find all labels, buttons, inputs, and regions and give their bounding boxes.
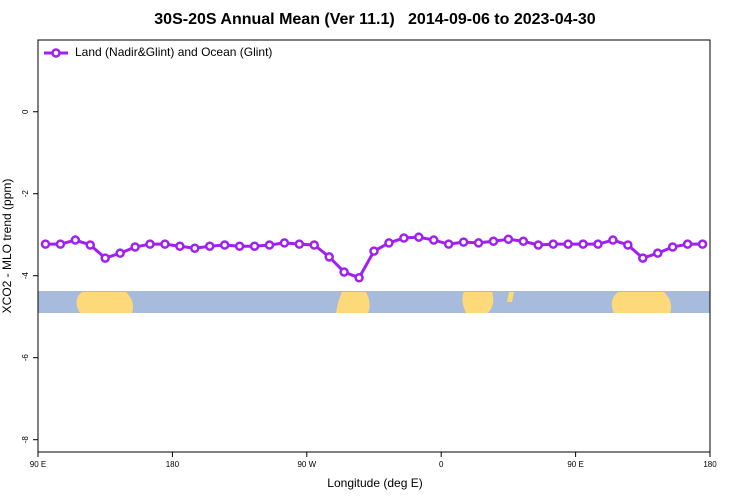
point xyxy=(309,240,320,250)
point xyxy=(697,239,708,249)
point xyxy=(503,234,514,244)
point xyxy=(339,267,349,277)
point xyxy=(533,240,544,250)
point xyxy=(443,239,454,249)
point xyxy=(160,239,170,249)
plot-frame xyxy=(37,39,711,453)
point xyxy=(354,273,364,283)
point xyxy=(324,252,334,262)
point xyxy=(85,240,96,250)
x-tick-label: 180 xyxy=(166,460,180,469)
point xyxy=(563,239,573,249)
series-line xyxy=(45,235,703,280)
point xyxy=(219,240,230,250)
point xyxy=(473,238,484,248)
y-tick-label: -4 xyxy=(21,272,30,280)
point xyxy=(623,240,633,250)
point xyxy=(204,241,215,251)
point xyxy=(399,233,409,243)
point xyxy=(593,239,603,249)
x-tick-label: 180 xyxy=(703,460,717,469)
legend-marker xyxy=(51,48,61,58)
point xyxy=(264,240,275,250)
x-tick-label: 0 xyxy=(439,460,444,469)
point xyxy=(652,248,663,258)
legend-label: Land (Nadir&Glint) and Ocean (Glint) xyxy=(75,45,272,59)
point xyxy=(279,238,290,248)
point xyxy=(234,241,245,251)
point xyxy=(115,248,125,258)
point xyxy=(294,239,305,249)
x-axis-label: Longitude (deg E) xyxy=(327,476,422,490)
y-tick-label: -2 xyxy=(21,190,30,198)
land-ocean-strip xyxy=(38,291,710,313)
x-tick-label: 90 E xyxy=(30,460,46,469)
point xyxy=(369,246,379,256)
point xyxy=(518,236,529,247)
chart-title: 30S-20S Annual Mean (Ver 11.1) 2014-09-0… xyxy=(154,11,596,28)
point xyxy=(608,235,618,245)
x-tick-label: 90 E xyxy=(567,460,583,469)
y-tick-label: 0 xyxy=(21,109,30,114)
point xyxy=(100,253,110,263)
y-tick-label: -6 xyxy=(21,354,30,362)
point xyxy=(488,236,499,247)
y-tick-label: -8 xyxy=(21,436,30,444)
point xyxy=(55,239,66,249)
point xyxy=(40,239,51,249)
point xyxy=(638,253,648,263)
point xyxy=(249,241,260,251)
point xyxy=(145,239,155,249)
point xyxy=(190,243,200,254)
point xyxy=(414,232,424,242)
point xyxy=(384,238,394,248)
point xyxy=(175,241,185,251)
point xyxy=(130,242,140,252)
point xyxy=(667,242,678,252)
y-axis-label: XCO2 - MLO trend (ppm) xyxy=(0,179,14,314)
point xyxy=(428,235,439,245)
x-tick-label: 90 W xyxy=(297,460,316,469)
point xyxy=(70,235,81,245)
point xyxy=(578,239,588,249)
point xyxy=(458,237,469,247)
point xyxy=(548,239,558,249)
point xyxy=(682,239,693,249)
